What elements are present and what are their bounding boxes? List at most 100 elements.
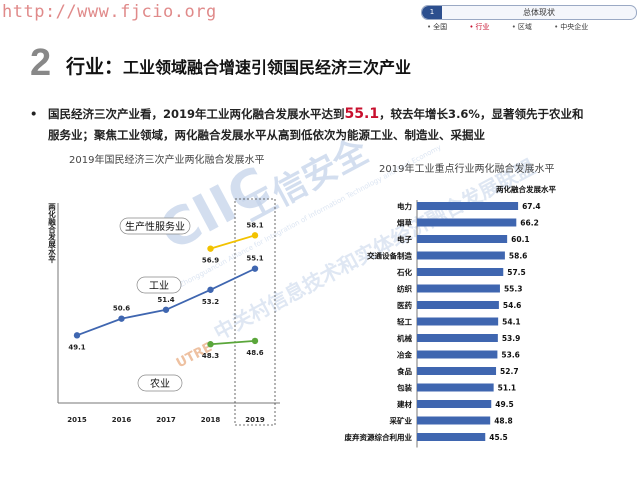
bar-chart-category-label: 交通设备制造 <box>367 251 412 261</box>
section-title: 行业：工业领域融合增速引领国民经济三次产业 <box>66 52 411 79</box>
bar-chart-legend: 两化融合发展水平 <box>496 184 556 194</box>
line-series-1-data-label: 49.1 <box>68 343 85 351</box>
bullet-dot-icon: • <box>30 107 38 121</box>
bar-chart-value-label: 54.1 <box>502 318 521 327</box>
bar-chart-bar <box>417 235 508 243</box>
bar-chart-bar <box>417 383 494 392</box>
bar-chart-value-label: 49.5 <box>495 400 514 409</box>
bar-chart-category-label: 电力 <box>397 201 412 211</box>
line-chart-y-label: 两化融合发展水平 <box>47 203 56 264</box>
section-title-main: 行业： <box>66 56 124 78</box>
line-series-1-data-label: 55.1 <box>246 255 263 263</box>
nav-item-central-enterprise[interactable]: • 中央企业 <box>554 23 589 31</box>
bar-chart-category-label: 包装 <box>396 383 412 393</box>
line-chart-x-tick: 2015 <box>67 416 87 424</box>
bar-chart-value-label: 51.1 <box>498 384 517 393</box>
line-series-0-point <box>207 245 214 252</box>
line-series-0-line <box>210 234 256 250</box>
bar-chart-value-label: 60.1 <box>511 235 530 244</box>
bar-chart-bar <box>417 416 491 425</box>
line-series-1-point <box>118 315 125 322</box>
line-series-1-point <box>251 265 259 272</box>
bar-chart-bar <box>417 334 498 342</box>
line-series-1-data-label: 51.4 <box>157 296 174 304</box>
bar-chart-category-label: 轻工 <box>397 317 412 327</box>
bar-chart-bar <box>417 284 500 293</box>
bar-chart-category-label: 废弃资源综合利用业 <box>345 432 413 442</box>
bar-chart-category-label: 电子 <box>397 234 412 244</box>
bar-chart-category-label: 冶金 <box>397 350 412 360</box>
line-chart-highlight-box <box>234 198 276 426</box>
bullet-highlight-value: 55.1 <box>344 106 380 122</box>
bar-chart-value-label: 48.8 <box>494 417 513 426</box>
line-series-0-data-label: 56.9 <box>202 257 219 265</box>
line-chart-x-tick: 2017 <box>156 416 176 424</box>
nav-item-national[interactable]: • 全国 <box>427 23 448 31</box>
bar-chart-value-label: 54.6 <box>503 301 522 310</box>
line-series-1-name-box <box>136 276 182 294</box>
bar-chart-category-label: 纺织 <box>397 284 412 294</box>
bar-chart-bar <box>417 367 497 375</box>
bar-chart-bar <box>417 251 505 260</box>
line-series-2-point <box>251 337 259 345</box>
bar-chart-value-label: 66.2 <box>520 219 539 228</box>
line-series-0-name: 生产性服务业 <box>125 220 185 233</box>
nav-items: • 全国 • 行业 • 区域 • 中央企业 <box>427 22 608 32</box>
line-series-2-name: 农业 <box>150 377 170 390</box>
line-series-2-data-label: 48.3 <box>202 352 219 360</box>
bar-chart-bar <box>417 218 517 227</box>
bar-chart-value-label: 67.4 <box>522 202 541 211</box>
bar-chart-bar <box>417 350 498 359</box>
bar-chart-bar <box>417 317 499 326</box>
bar-chart-title: 2019年工业重点行业两化融合发展水平 <box>379 164 555 175</box>
bar-chart-value-label: 55.3 <box>504 285 523 294</box>
bar-chart-value-label: 45.5 <box>489 433 508 442</box>
bar-chart-category-label: 机械 <box>397 333 412 343</box>
line-series-2-data-label: 48.6 <box>246 349 263 357</box>
section-nav: 1 总体现状 • 全国 • 行业 • 区域 • 中央企业 <box>421 5 637 33</box>
line-series-0-data-label: 58.1 <box>246 221 263 229</box>
bar-chart-value-label: 52.7 <box>500 367 519 376</box>
line-series-1-point <box>162 306 170 313</box>
bar-chart-value-label: 57.5 <box>507 268 526 277</box>
bar-chart-bar <box>417 400 492 408</box>
bar-chart-bar <box>417 202 519 210</box>
bar-chart-value-label: 53.6 <box>501 351 520 360</box>
bar-chart-category-label: 建材 <box>396 399 412 409</box>
bar-chart-value-label: 53.9 <box>502 334 521 343</box>
bullet-text-after: ，较去年增长3.6%，显著领先于农业和服务业；聚焦工业领域，两化融合发展水平从高… <box>48 107 584 142</box>
line-chart-x-tick: 2018 <box>201 416 221 424</box>
nav-bar: 1 总体现状 <box>421 5 637 20</box>
bar-chart-value-label: 58.6 <box>509 252 528 261</box>
nav-title: 总体现状 <box>523 8 555 17</box>
line-series-0-point <box>251 232 259 239</box>
bar-chart-category-label: 石化 <box>396 267 412 277</box>
bar-chart-bar <box>417 268 504 276</box>
line-chart-x-tick: 2016 <box>112 416 132 424</box>
bar-chart-category-label: 烟草 <box>397 218 412 228</box>
line-series-1-point <box>73 332 81 339</box>
nav-page-number: 1 <box>422 6 442 19</box>
bar-chart-bar <box>417 301 499 309</box>
summary-bullet: • 国民经济三次产业看，2019年工业两化融合发展水平达到55.1，较去年增长3… <box>30 104 590 146</box>
line-series-1-data-label: 53.2 <box>202 298 219 306</box>
bar-chart-category-label: 采矿业 <box>389 416 413 426</box>
line-series-2-line <box>210 339 256 346</box>
line-series-1-data-label: 50.6 <box>113 305 130 313</box>
section-title-sub: 工业领域融合增速引领国民经济三次产业 <box>123 58 412 77</box>
line-series-1-name: 工业 <box>149 280 169 292</box>
bullet-text-before: 国民经济三次产业看，2019年工业两化融合发展水平达到 <box>48 107 345 121</box>
nav-item-region[interactable]: • 区域 <box>511 23 532 31</box>
nav-item-industry[interactable]: • 行业 <box>469 23 490 31</box>
line-chart-x-tick: 2019 <box>245 416 265 424</box>
line-series-0-name-box <box>119 217 191 235</box>
watermark-url: http://www.fjcio.org <box>2 2 217 22</box>
line-series-2-name-box <box>137 374 183 392</box>
line-series-1-point <box>207 286 214 293</box>
section-number: 2 <box>30 42 52 84</box>
bar-chart-category-label: 医药 <box>397 300 412 310</box>
bar-chart-category-label: 食品 <box>397 366 412 376</box>
line-series-2-point <box>207 341 214 348</box>
bar-chart-bar <box>417 433 486 441</box>
